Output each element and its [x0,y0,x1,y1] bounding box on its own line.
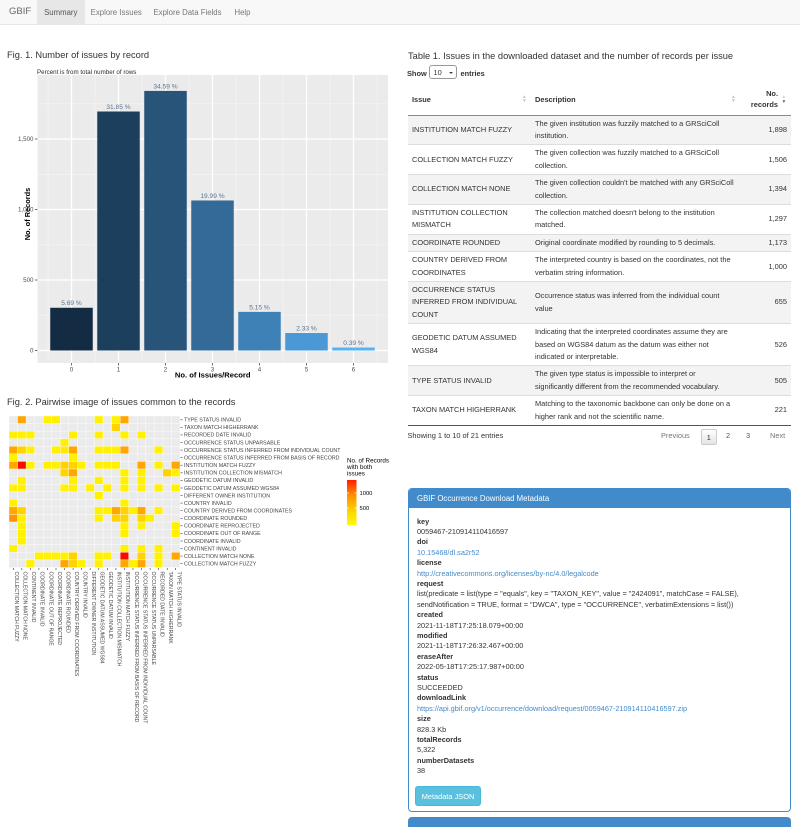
svg-text:OCCURRENCE STATUS INFERRED FRO: OCCURRENCE STATUS INFERRED FROM BASIS OF… [184,456,340,462]
svg-text:GEODETIC DATUM ASSUMED WGS84: GEODETIC DATUM ASSUMED WGS84 [184,486,279,492]
svg-text:31.85 %: 31.85 % [106,104,130,111]
svg-text:COUNTRY INVALID: COUNTRY INVALID [184,501,232,507]
svg-text:No. of Records: No. of Records [23,188,32,241]
svg-text:TYPE STATUS INVALID: TYPE STATUS INVALID [176,572,182,628]
svg-text:COORDINATE INVALID: COORDINATE INVALID [39,572,45,627]
svg-text:5: 5 [305,367,309,374]
svg-text:TYPE STATUS INVALID: TYPE STATUS INVALID [184,418,241,424]
svg-text:4: 4 [258,367,262,374]
svg-text:1,500: 1,500 [18,136,34,143]
svg-text:OCCURRENCE STATUS INFERRED FRO: OCCURRENCE STATUS INFERRED FROM INDIVIDU… [184,448,341,454]
svg-text:19.99 %: 19.99 % [200,193,224,200]
svg-text:COORDINATE REPROJECTED: COORDINATE REPROJECTED [184,524,260,530]
svg-text:OCCURRENCE STATUS UNPARSABLE: OCCURRENCE STATUS UNPARSABLE [184,440,281,446]
svg-text:INSTITUTION COLLECTION MISMATC: INSTITUTION COLLECTION MISMATCH [116,572,122,667]
svg-text:COORDINATE OUT OF RANGE: COORDINATE OUT OF RANGE [47,572,53,647]
svg-text:COUNTRY DERIVED FROM COORDINAT: COUNTRY DERIVED FROM COORDINATES [184,509,292,515]
svg-text:INSTITUTION MATCH FUZZY: INSTITUTION MATCH FUZZY [184,463,256,469]
svg-text:No. of Issues/Record: No. of Issues/Record [175,371,251,380]
svg-text:500: 500 [360,506,370,512]
svg-text:COUNTRY INVALID: COUNTRY INVALID [82,572,88,619]
svg-text:INSTITUTION COLLECTION MISMATC: INSTITUTION COLLECTION MISMATCH [184,471,282,477]
svg-text:COLLECTION MATCH FUZZY: COLLECTION MATCH FUZZY [184,562,257,568]
svg-text:RECORDED DATE INVALID: RECORDED DATE INVALID [158,572,164,638]
svg-text:2.33 %: 2.33 % [296,325,317,332]
svg-text:with both: with both [346,464,373,471]
svg-text:TAXON MATCH HIGHERRANK: TAXON MATCH HIGHERRANK [184,425,259,431]
svg-text:CONTINENT INVALID: CONTINENT INVALID [184,546,237,552]
svg-text:COLLECTION MATCH FUZZY: COLLECTION MATCH FUZZY [13,572,19,643]
svg-text:COORDINATE REPROJECTED: COORDINATE REPROJECTED [56,572,62,646]
svg-text:RECORDED DATE INVALID: RECORDED DATE INVALID [184,433,251,439]
svg-text:OCCURRENCE STATUS INFERRED FRO: OCCURRENCE STATUS INFERRED FROM BASIS OF… [133,572,139,723]
svg-text:No. of Records: No. of Records [347,458,389,465]
svg-text:DIFFERENT OWNER INSTITUTION: DIFFERENT OWNER INSTITUTION [184,493,270,499]
svg-text:COORDINATE ROUNDED: COORDINATE ROUNDED [184,516,247,522]
svg-text:0.39 %: 0.39 % [343,340,364,347]
svg-text:GEODETIC DATUM INVALID: GEODETIC DATUM INVALID [184,478,253,484]
svg-text:2: 2 [164,367,168,374]
svg-text:GEODETIC DATUM INVALID: GEODETIC DATUM INVALID [107,572,113,640]
svg-text:COORDINATE INVALID: COORDINATE INVALID [184,539,241,545]
svg-text:0: 0 [30,348,34,355]
svg-text:issues: issues [347,471,365,478]
svg-text:COLLECTION MATCH NONE: COLLECTION MATCH NONE [184,554,255,560]
svg-text:3: 3 [211,367,215,374]
svg-text:1,000: 1,000 [18,207,34,214]
svg-text:500: 500 [23,277,34,284]
svg-text:OCCURRENCE STATUS INFERRED FRO: OCCURRENCE STATUS INFERRED FROM INDIVIDU… [141,572,147,725]
svg-text:COLLECTION MATCH NONE: COLLECTION MATCH NONE [22,572,28,641]
svg-text:DIFFERENT OWNER INSTITUTION: DIFFERENT OWNER INSTITUTION [90,572,96,656]
svg-text:TAXON MATCH HIGHERRANK: TAXON MATCH HIGHERRANK [167,572,173,645]
svg-text:6: 6 [352,367,356,374]
svg-text:5.15 %: 5.15 % [249,304,270,311]
svg-text:COORDINATE OUT OF RANGE: COORDINATE OUT OF RANGE [184,531,261,537]
svg-text:COORDINATE ROUNDED: COORDINATE ROUNDED [64,572,70,634]
svg-text:OCCURRENCE STATUS UNPARSABLE: OCCURRENCE STATUS UNPARSABLE [150,572,156,666]
svg-text:34.59 %: 34.59 % [153,83,177,90]
svg-text:GEODETIC DATUM ASSUMED WGS84: GEODETIC DATUM ASSUMED WGS84 [99,572,105,664]
svg-text:INSTITUTION MATCH FUZZY: INSTITUTION MATCH FUZZY [124,572,130,642]
svg-text:Percent is from total number o: Percent is from total number of rows [37,69,136,76]
svg-text:CONTINENT INVALID: CONTINENT INVALID [30,572,36,623]
svg-text:1000: 1000 [360,491,373,497]
svg-text:5.69 %: 5.69 % [61,300,82,307]
svg-text:COUNTRY DERIVED FROM COORDINAT: COUNTRY DERIVED FROM COORDINATES [73,572,79,677]
svg-text:0: 0 [70,367,74,374]
svg-text:1: 1 [117,367,121,374]
